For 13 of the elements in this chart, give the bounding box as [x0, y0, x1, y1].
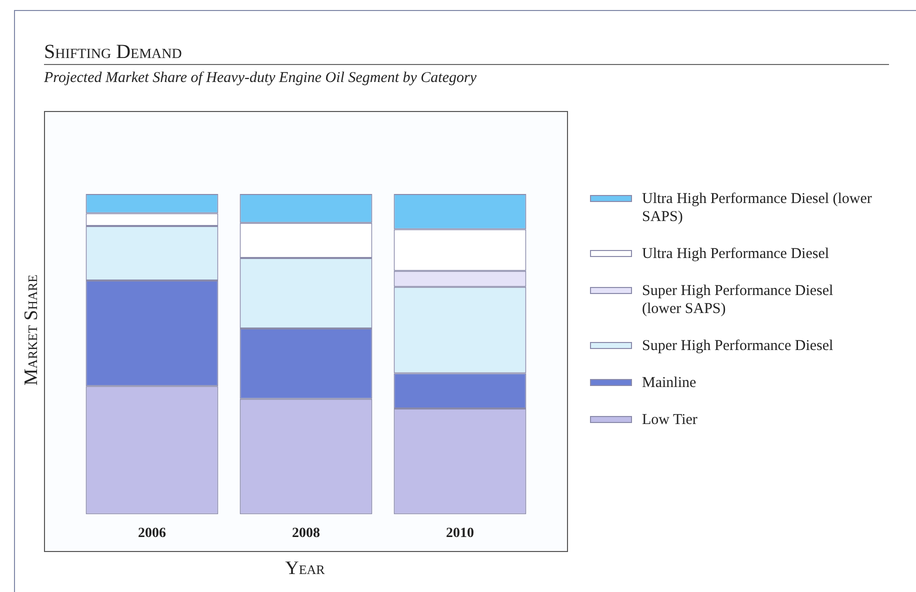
- x-tick-label: 2006: [138, 526, 166, 542]
- text: Low Tier: [642, 411, 698, 429]
- chart-title: Shifting Demand: [44, 40, 889, 65]
- legend-label: Ultra High Performance Diesel (lower SAPS): [642, 190, 873, 226]
- chart-subtitle: Projected Market Share of Heavy-duty Engine Oil Segment by Category: [44, 70, 477, 87]
- legend-label: Mainline: [642, 374, 696, 392]
- legend-label: Ultra High Performance Diesel: [642, 245, 830, 263]
- legend-label: Super High Performance Diesel (lower SAPS): [642, 282, 834, 318]
- legend-label: Super High Performance Diesel: [642, 337, 834, 355]
- x-axis-title: Year: [285, 558, 325, 580]
- x-tick-label: 2010: [446, 526, 474, 542]
- x-tick-label: 2008: [292, 526, 320, 542]
- y-axis-title: Market Share: [21, 274, 43, 386]
